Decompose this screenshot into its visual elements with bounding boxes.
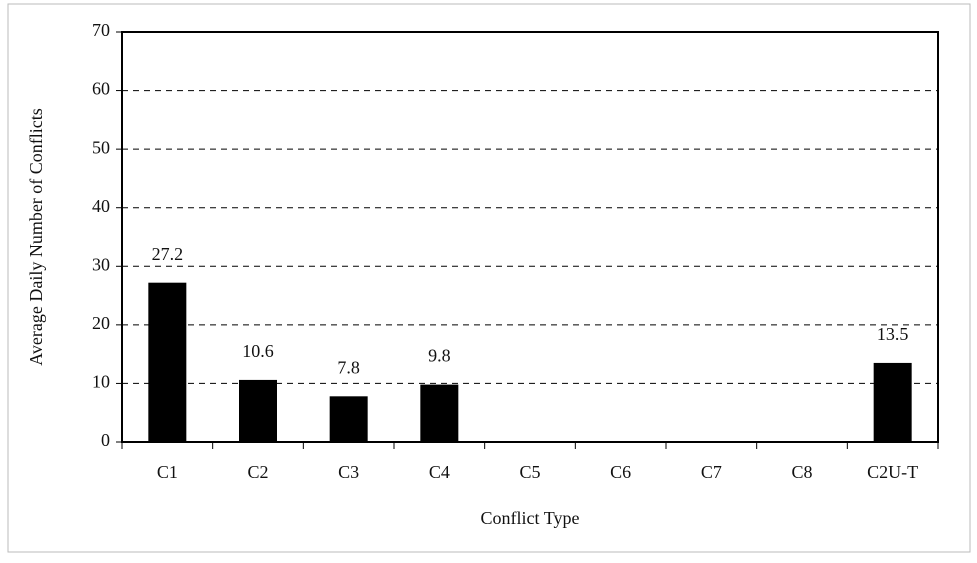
value-label: 13.5 xyxy=(877,324,909,344)
bar xyxy=(329,396,368,442)
y-tick-label: 50 xyxy=(92,137,110,157)
x-tick-label: C5 xyxy=(519,462,540,482)
x-tick-label: C7 xyxy=(701,462,722,482)
bar xyxy=(239,379,277,442)
value-label: 9.8 xyxy=(428,346,451,366)
value-label: 27.2 xyxy=(152,244,184,264)
y-tick-label: 0 xyxy=(101,430,110,450)
chart-frame xyxy=(7,3,971,553)
x-tick-label: C4 xyxy=(429,462,450,482)
y-tick-label: 10 xyxy=(92,372,110,392)
y-tick-label: 40 xyxy=(92,196,110,216)
x-axis-label: Conflict Type xyxy=(481,508,580,528)
bar xyxy=(148,282,187,442)
x-tick-label: C2U-T xyxy=(867,462,918,482)
x-tick-label: C3 xyxy=(338,462,359,482)
x-tick-label: C1 xyxy=(157,462,178,482)
bar xyxy=(420,384,459,442)
bar xyxy=(873,362,912,442)
y-tick-label: 70 xyxy=(92,20,110,40)
y-tick-label: 30 xyxy=(92,254,110,274)
y-tick-label: 60 xyxy=(92,79,110,99)
x-tick-label: C6 xyxy=(610,462,631,482)
value-label: 10.6 xyxy=(242,341,274,361)
x-tick-label: C2 xyxy=(247,462,268,482)
value-label: 7.8 xyxy=(337,357,360,377)
y-tick-label: 20 xyxy=(92,313,110,333)
x-tick-label: C8 xyxy=(791,462,812,482)
y-axis-label: Average Daily Number of Conflicts xyxy=(26,108,46,366)
plot-frame xyxy=(121,31,939,443)
